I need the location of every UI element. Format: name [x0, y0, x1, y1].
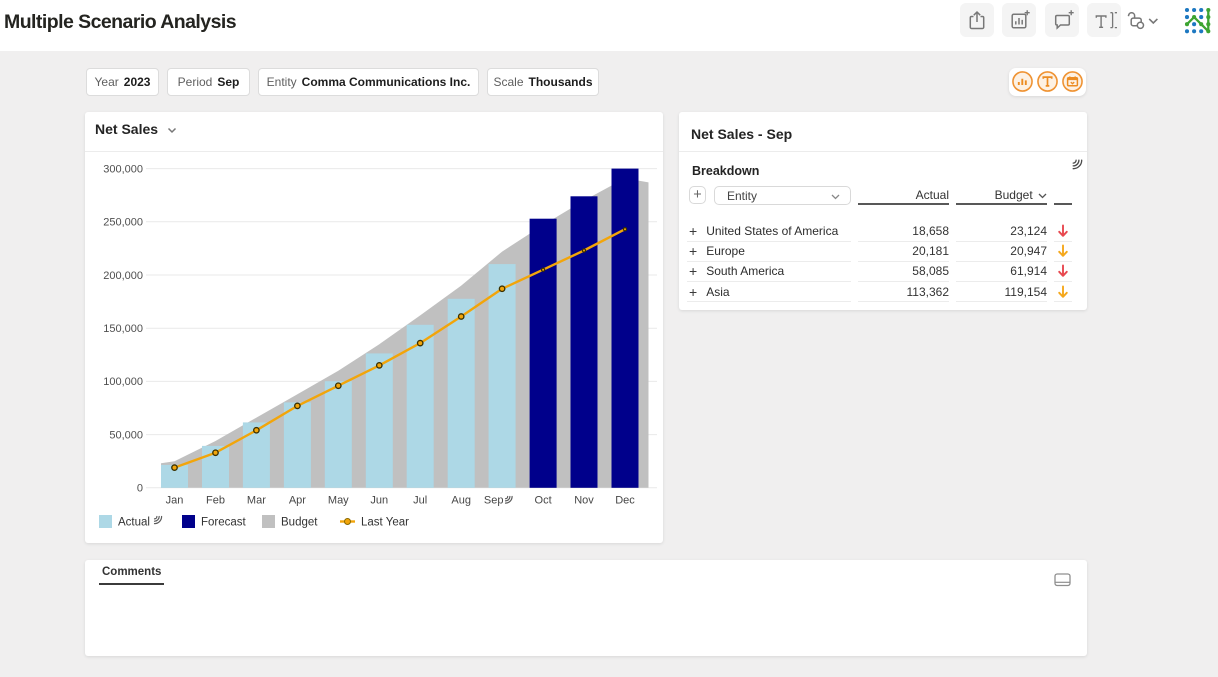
svg-text:Oct: Oct — [535, 495, 552, 507]
svg-text:Dec: Dec — [615, 495, 635, 507]
svg-text:Actual: Actual — [118, 517, 150, 529]
svg-text:Aug: Aug — [451, 495, 471, 507]
svg-text:100,000: 100,000 — [103, 376, 143, 388]
svg-text:May: May — [328, 495, 349, 507]
svg-text:0: 0 — [137, 483, 143, 495]
svg-text:Apr: Apr — [289, 495, 306, 507]
svg-text:Jul: Jul — [413, 495, 427, 507]
svg-text:Jan: Jan — [166, 495, 184, 507]
svg-text:Budget: Budget — [281, 517, 318, 529]
svg-text:250,000: 250,000 — [103, 217, 143, 229]
svg-text:Nov: Nov — [574, 495, 594, 507]
svg-text:Forecast: Forecast — [201, 517, 247, 529]
svg-text:Feb: Feb — [206, 495, 225, 507]
svg-text:Mar: Mar — [247, 495, 266, 507]
svg-text:Jun: Jun — [370, 495, 388, 507]
svg-text:150,000: 150,000 — [103, 323, 143, 335]
svg-text:Sep: Sep — [484, 495, 504, 507]
svg-text:50,000: 50,000 — [109, 429, 143, 441]
svg-text:Last Year: Last Year — [361, 517, 409, 529]
svg-text:300,000: 300,000 — [103, 163, 143, 175]
svg-text:200,000: 200,000 — [103, 270, 143, 282]
